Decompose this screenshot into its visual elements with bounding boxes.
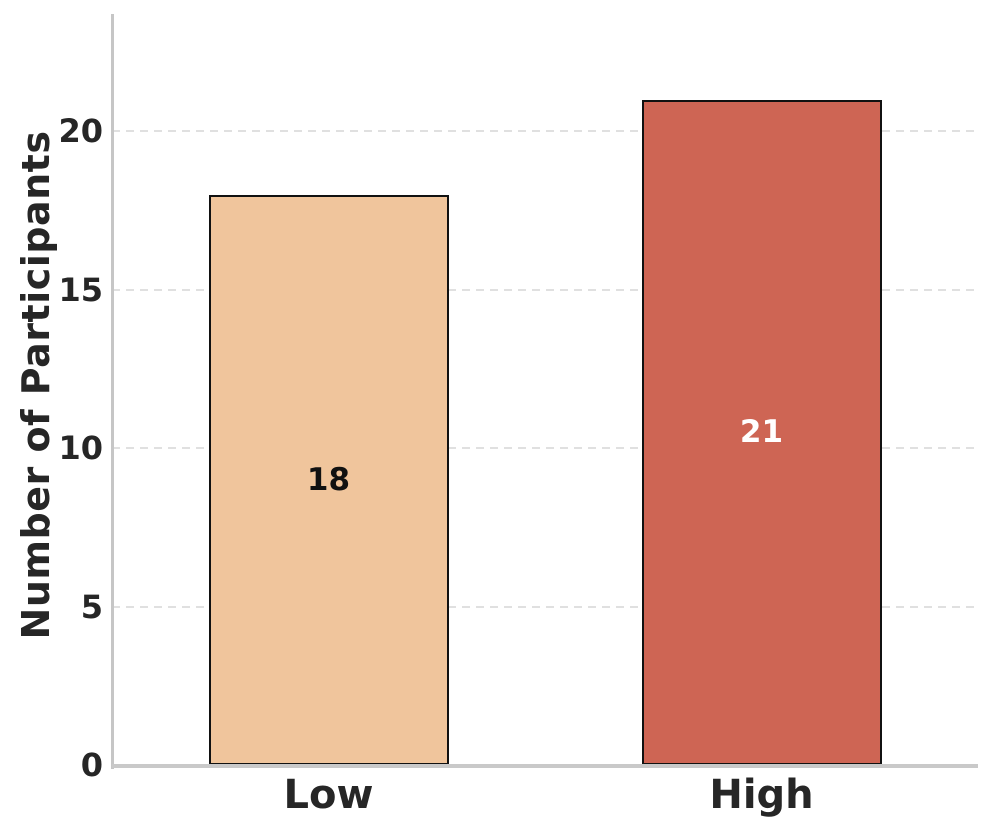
x-tick-label-low: Low — [283, 772, 374, 818]
bar-value-label-high: 21 — [739, 414, 784, 451]
gridline-y-20 — [112, 130, 978, 133]
y-tick-label-0: 0 — [80, 746, 103, 784]
bar-high — [641, 99, 882, 765]
x-axis-spine — [112, 764, 978, 768]
y-axis-spine — [110, 14, 114, 769]
gridline-y-5 — [112, 605, 978, 608]
x-tick-label-high: High — [709, 772, 814, 818]
y-tick-label-5: 5 — [80, 587, 103, 626]
y-axis-label: Number of Participants — [14, 130, 58, 640]
bar-value-label-low: 18 — [306, 461, 351, 498]
y-tick-label-10: 10 — [58, 429, 103, 468]
bar-low — [208, 194, 449, 765]
gridline-y-15 — [112, 288, 978, 291]
y-tick-label-20: 20 — [58, 112, 103, 151]
y-tick-label-15: 15 — [58, 270, 103, 309]
gridline-y-10 — [112, 447, 978, 450]
